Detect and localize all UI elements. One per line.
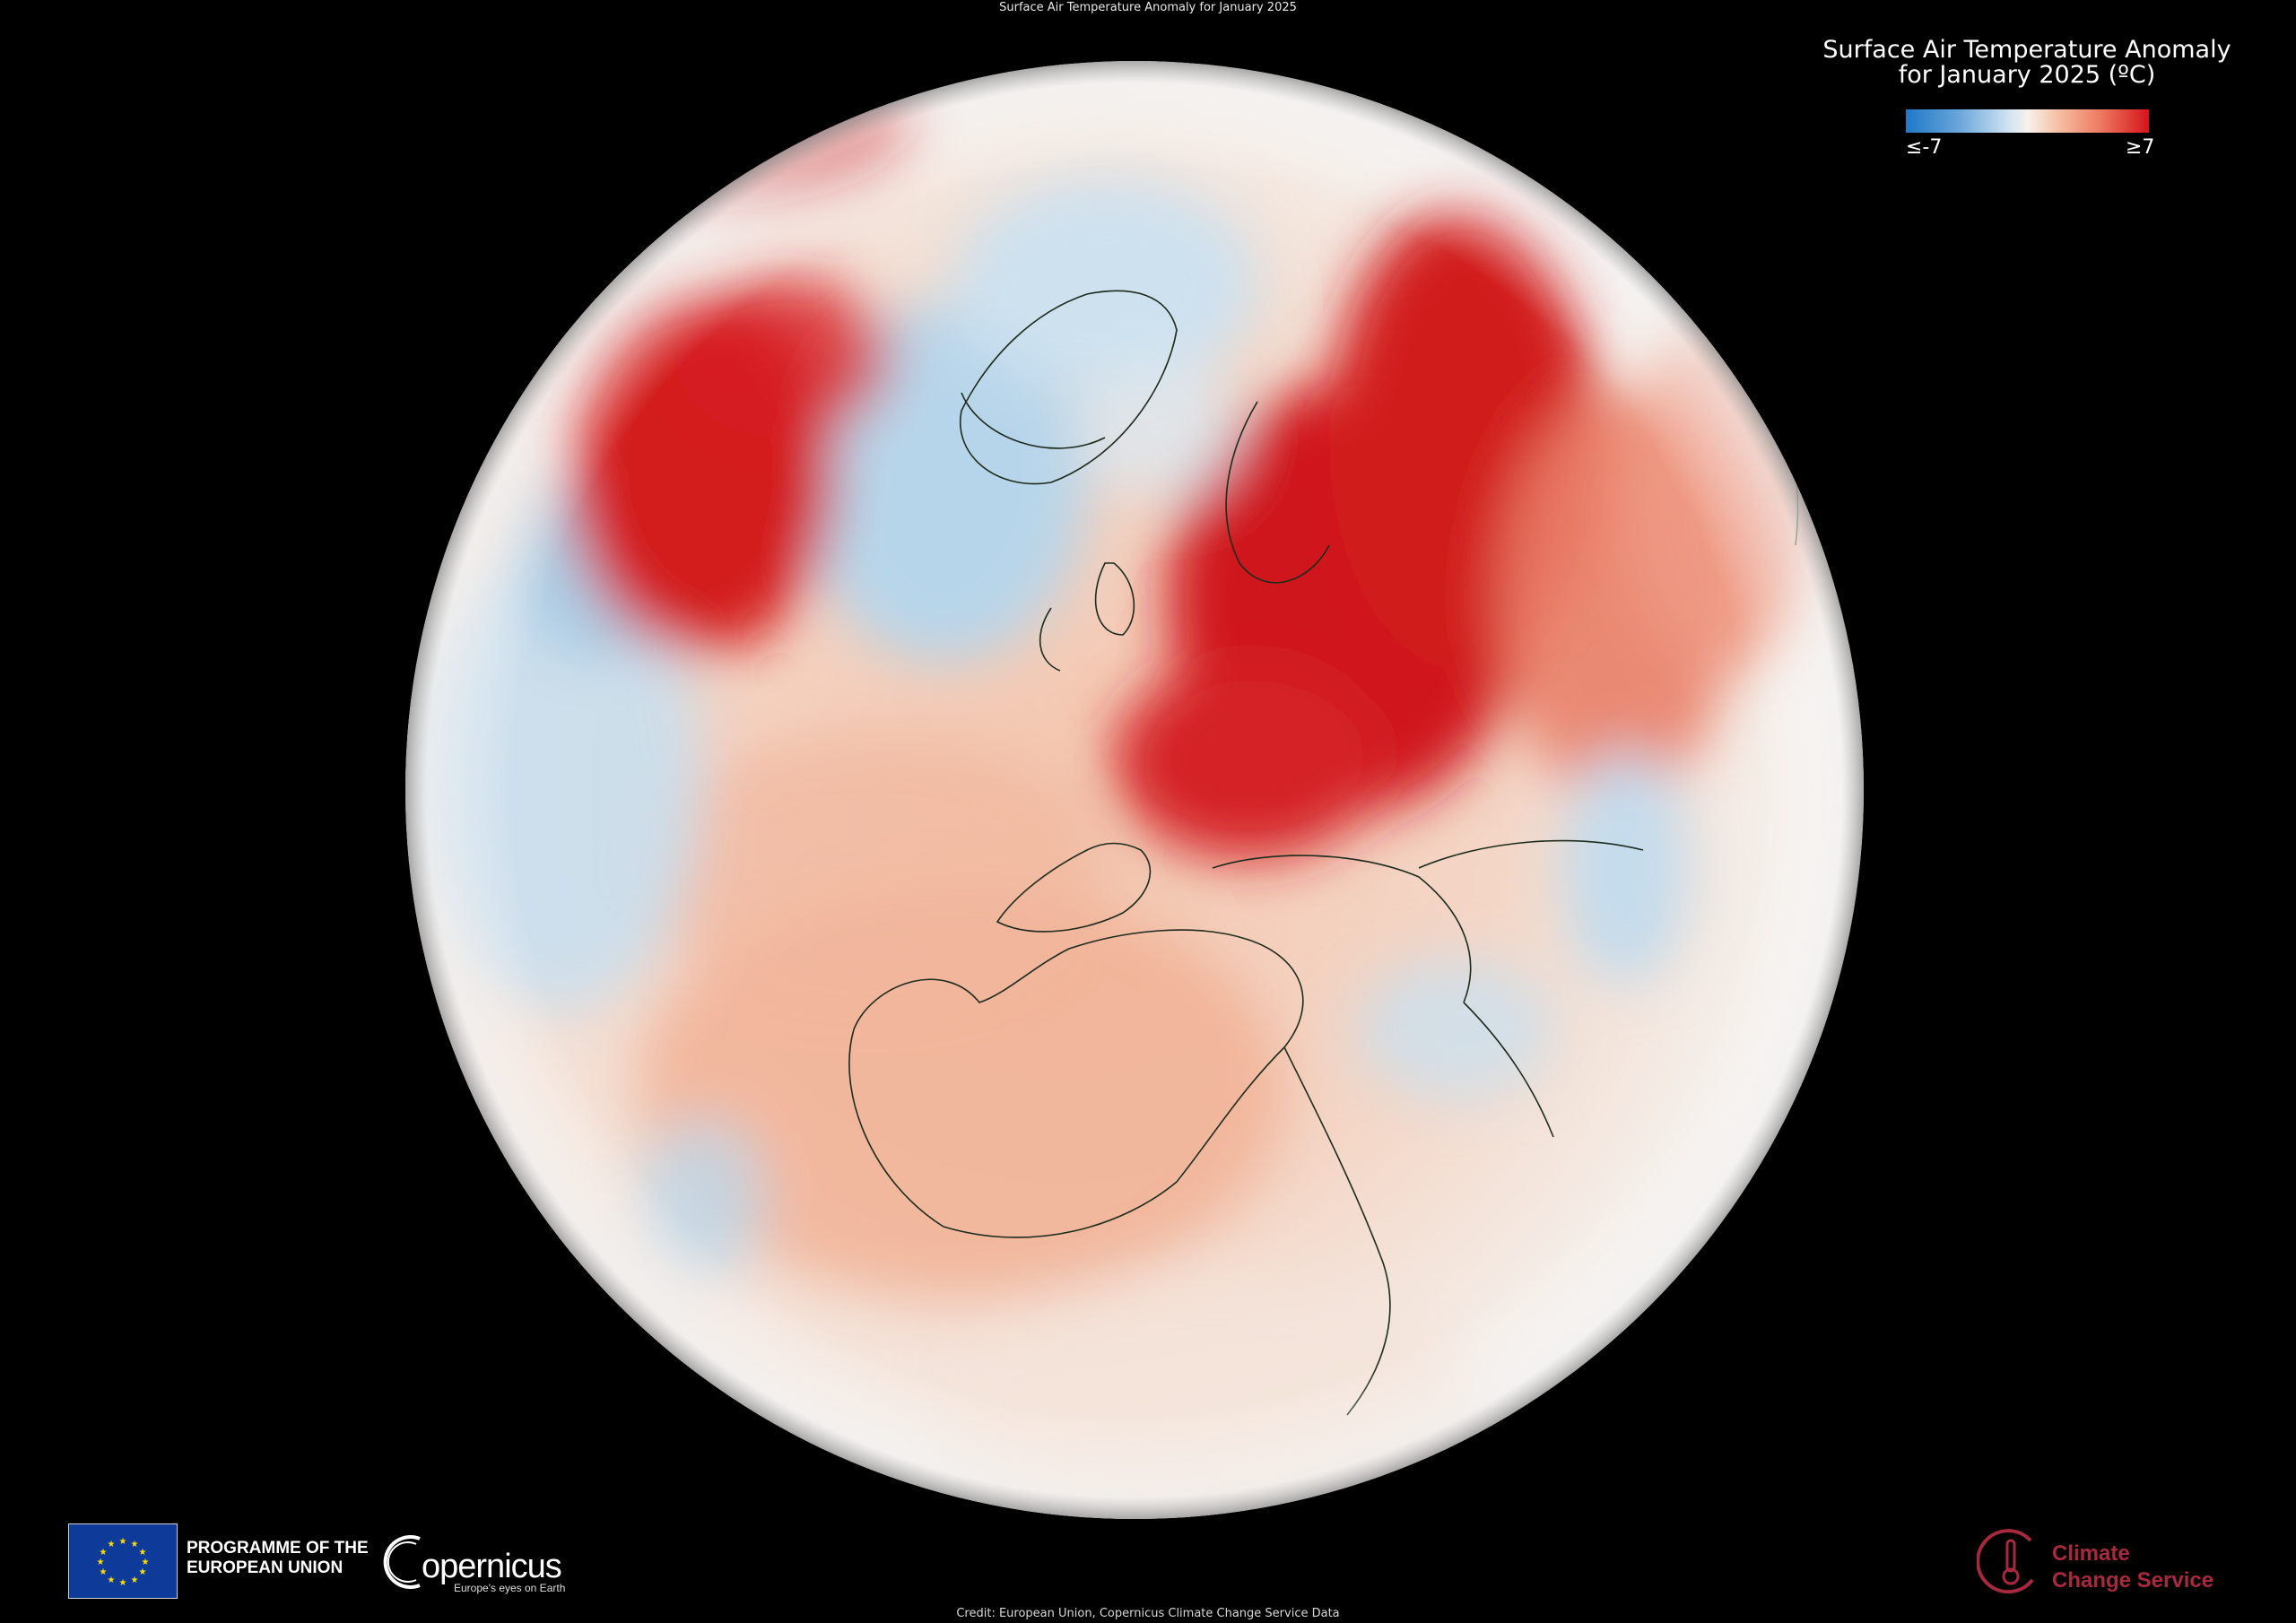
svg-text:★: ★ <box>119 1578 127 1588</box>
legend-min-label: ≤-7 <box>1906 136 1943 159</box>
globe-limb-shading <box>405 61 1864 1519</box>
copernicus-c-icon <box>383 1535 421 1589</box>
eu-programme-text: PROGRAMME OF THE EUROPEAN UNION <box>187 1539 369 1578</box>
svg-text:★: ★ <box>142 1558 150 1567</box>
legend-color-bar <box>1906 109 2149 133</box>
svg-text:★: ★ <box>139 1548 147 1558</box>
svg-text:★: ★ <box>131 1575 139 1585</box>
svg-text:★: ★ <box>100 1548 108 1558</box>
svg-text:★: ★ <box>139 1567 147 1577</box>
credit-line: Credit: European Union, Copernicus Clima… <box>956 1607 1340 1620</box>
top-title: Surface Air Temperature Anomaly for Janu… <box>999 1 1297 14</box>
globe-map <box>405 61 1864 1519</box>
svg-text:★: ★ <box>131 1540 139 1549</box>
legend-title-line-2: for January 2025 (ºC) <box>1898 61 2156 89</box>
c3s-thermometer-icon <box>1977 1529 2034 1594</box>
svg-text:★: ★ <box>108 1540 116 1549</box>
c3s-line-1: Climate <box>2052 1541 2130 1566</box>
copernicus-wordmark: opernicus <box>422 1548 562 1585</box>
svg-text:★: ★ <box>100 1567 108 1577</box>
eu-programme-line-1: PROGRAMME OF THE <box>187 1539 369 1558</box>
globe-svg <box>405 61 1864 1519</box>
c3s-line-2: Change Service <box>2052 1568 2214 1593</box>
legend-title-line-1: Surface Air Temperature Anomaly <box>1822 36 2231 64</box>
eu-flag-logo: ★ ★ ★ ★ ★ ★ ★ ★ ★ ★ ★ ★ <box>68 1523 178 1599</box>
color-legend: Surface Air Temperature Anomaly for Janu… <box>1794 36 2260 160</box>
eu-programme-line-2: EUROPEAN UNION <box>187 1558 344 1577</box>
copernicus-tagline: Europe's eyes on Earth <box>454 1582 566 1594</box>
c3s-logo-text: Climate Change Service <box>2052 1541 2213 1594</box>
eu-stars-icon: ★ ★★ ★★★ ★★★ ★★★ <box>97 1537 150 1588</box>
svg-text:★: ★ <box>97 1558 105 1567</box>
svg-text:★: ★ <box>108 1575 116 1585</box>
svg-text:★: ★ <box>119 1537 127 1547</box>
legend-max-label: ≥7 <box>2126 136 2155 159</box>
